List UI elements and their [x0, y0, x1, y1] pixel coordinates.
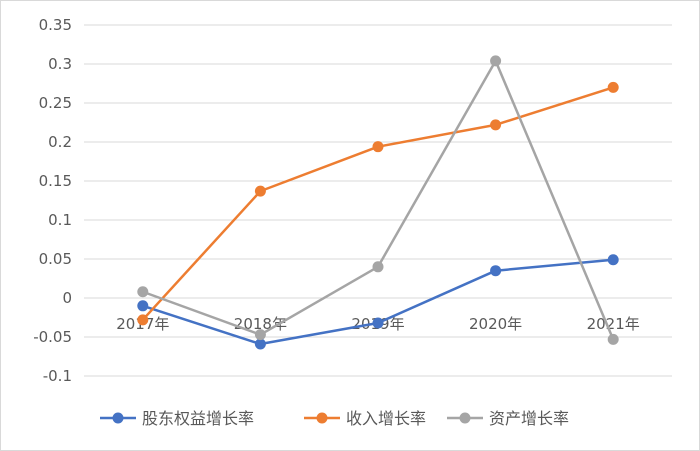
- legend-label: 股东权益增长率: [142, 409, 254, 428]
- data-point: [254, 329, 266, 341]
- legend-entry: 股东权益增长率: [100, 409, 254, 428]
- y-axis-tick-labels: 0.35 0.3 0.25 0.2 0.15 0.1 0.05 0 -0.05 -0.1: [33, 16, 72, 385]
- y-tick-label: 0: [62, 289, 72, 307]
- y-tick-label: -0.05: [33, 328, 72, 346]
- data-point: [254, 185, 266, 197]
- legend-label: 资产增长率: [489, 409, 569, 428]
- series-3: [137, 55, 619, 345]
- data-point: [372, 141, 384, 153]
- y-tick-label: 0.35: [39, 16, 72, 34]
- data-point: [607, 81, 619, 93]
- y-tick-label: 0.2: [48, 133, 72, 151]
- legend-entry: 资产增长率: [447, 409, 569, 428]
- y-tick-label: 0.25: [39, 94, 72, 112]
- gridlines: [84, 24, 672, 377]
- series-line: [141, 86, 615, 322]
- x-axis-tick-labels: 2017年2018年2019年2020年2021年: [116, 315, 640, 333]
- data-point: [490, 55, 502, 67]
- data-point: [137, 286, 149, 298]
- series-1: [137, 254, 619, 350]
- y-tick-label: 0.05: [39, 250, 72, 268]
- x-tick-label: 2021年: [587, 315, 640, 333]
- series-2: [137, 81, 619, 326]
- legend-label: 收入增长率: [346, 409, 426, 428]
- data-point: [137, 300, 149, 312]
- x-tick-label: 2020年: [469, 315, 522, 333]
- legend-marker: [112, 412, 124, 424]
- data-point: [372, 261, 384, 273]
- y-tick-label: 0.15: [39, 172, 72, 190]
- data-point: [607, 333, 619, 345]
- legend-marker: [316, 412, 328, 424]
- y-tick-label: -0.1: [43, 367, 72, 385]
- data-point: [372, 317, 384, 329]
- data-point: [137, 314, 149, 326]
- data-point: [254, 338, 266, 350]
- data-point: [490, 265, 502, 277]
- legend: 股东权益增长率 收入增长率 资产增长率: [100, 409, 569, 428]
- legend-marker: [459, 412, 471, 424]
- legend-entry: 收入增长率: [304, 409, 426, 428]
- y-tick-label: 0.1: [48, 211, 72, 229]
- data-point: [490, 119, 502, 131]
- series-lines: [137, 55, 619, 350]
- data-point: [607, 254, 619, 266]
- y-tick-label: 0.3: [48, 55, 72, 73]
